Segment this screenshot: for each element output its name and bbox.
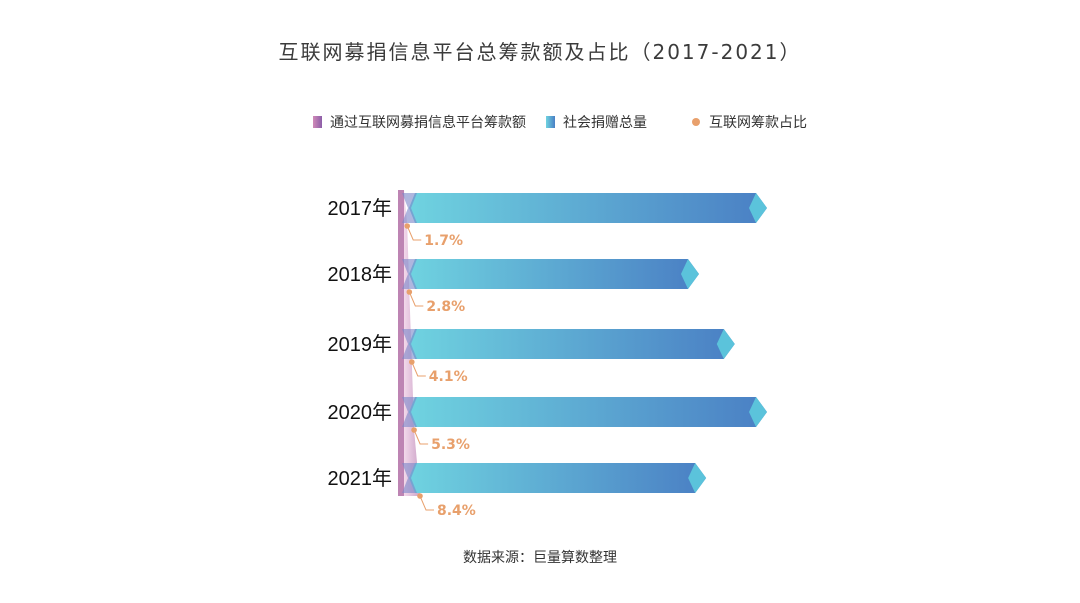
legend-marker-total: [546, 116, 555, 128]
total-bar-cap-5: [402, 463, 417, 493]
total-bar-5: [409, 463, 707, 493]
source-note: 数据来源：巨量算数整理: [463, 550, 617, 566]
total-bar-1: [409, 193, 767, 223]
legend: 通过互联网募捐信息平台筹款额 社会捐赠总量 互联网筹款占比: [313, 114, 807, 131]
ratio-leader-1: [406, 225, 422, 241]
ratio-label-2: 2.8%: [426, 299, 465, 315]
year-label-4: 2020年: [328, 401, 393, 424]
ratio-label-4: 5.3%: [431, 437, 470, 453]
total-bar-cap-3: [402, 329, 417, 359]
ratio-leader-4: [413, 429, 429, 445]
year-labels: 2017年 2018年 2019年 2020年 2021年: [328, 197, 393, 490]
chart-title: 互联网募捐信息平台总筹款额及占比（2017-2021）: [278, 40, 802, 64]
total-bar-cap-4: [402, 397, 417, 427]
ratio-label-3: 4.1%: [429, 369, 468, 385]
legend-marker-platform: [313, 116, 322, 128]
total-bar-tip-2: [680, 259, 699, 289]
total-bar-3: [409, 329, 735, 359]
ratio-label-1: 1.7%: [424, 233, 463, 249]
total-bar-4: [409, 397, 767, 427]
ratio-label-5: 8.4%: [437, 503, 476, 519]
year-label-1: 2017年: [328, 197, 393, 220]
year-label-2: 2018年: [328, 263, 393, 286]
axis-bar: [398, 190, 404, 496]
total-bar-tip-3: [716, 329, 735, 359]
legend-label-3: 互联网筹款占比: [709, 114, 807, 131]
ratio-leader-2: [408, 291, 424, 307]
total-bar-tip-1: [749, 193, 767, 223]
year-label-3: 2019年: [328, 333, 393, 356]
legend-label-2: 社会捐赠总量: [563, 115, 647, 131]
ratio-markers: 1.7% 2.8% 4.1% 5.3% 8.4%: [404, 223, 476, 519]
total-bar-tip-4: [749, 397, 767, 427]
total-bar-cap-1: [402, 193, 417, 223]
bars: [402, 193, 767, 493]
legend-marker-ratio: [692, 118, 700, 126]
total-bar-2: [409, 259, 699, 289]
total-bar-cap-2: [402, 259, 417, 289]
total-bar-tip-5: [688, 463, 707, 493]
legend-label-1: 通过互联网募捐信息平台筹款额: [330, 114, 526, 131]
year-label-5: 2021年: [328, 467, 393, 490]
ratio-leader-3: [411, 361, 426, 377]
ratio-leader-5: [419, 495, 434, 511]
